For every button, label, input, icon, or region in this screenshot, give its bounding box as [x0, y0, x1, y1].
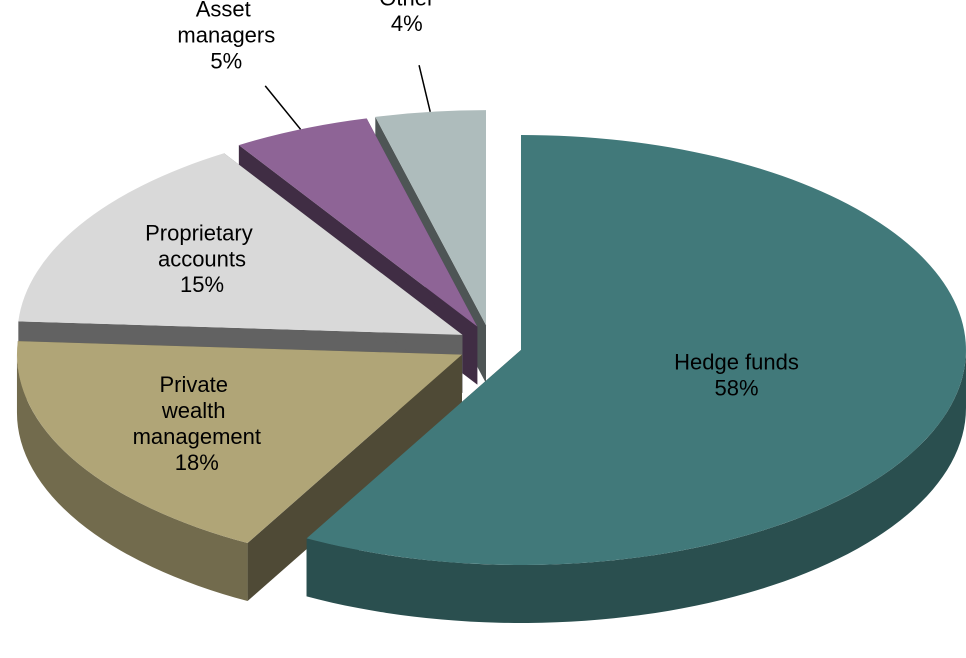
leader-line — [264, 85, 302, 130]
slice-side — [16, 354, 248, 602]
slice-side — [306, 349, 966, 623]
slice — [18, 153, 463, 335]
label-line: wealth — [161, 398, 232, 423]
label-line: management — [133, 424, 261, 449]
slice — [306, 134, 966, 565]
data-label: 58% — [714, 376, 758, 401]
data-label-name: Other — [379, 0, 434, 10]
slice — [238, 118, 478, 327]
data-label-name: Hedge funds — [674, 350, 799, 375]
data-label-name: Asset managers — [177, 0, 275, 47]
data-label: 18% — [175, 450, 219, 475]
data-label: 5% — [210, 48, 242, 73]
data-label-name: Proprietary accounts — [145, 220, 259, 271]
data-label: 4% — [391, 11, 423, 36]
label-line: Private — [159, 372, 234, 397]
label-line: accounts — [158, 246, 246, 271]
slice-side — [247, 354, 462, 602]
data-label-name: Private wealth management — [133, 372, 261, 449]
slice — [16, 341, 462, 544]
label-line: Proprietary — [145, 220, 259, 245]
data-label: 15% — [180, 272, 224, 297]
label-line: Asset — [196, 0, 257, 21]
slice — [375, 110, 486, 326]
label-line: Hedge funds — [674, 350, 799, 375]
label-line: Other — [379, 0, 434, 10]
leader-line — [418, 65, 431, 113]
label-line: managers — [177, 22, 275, 47]
